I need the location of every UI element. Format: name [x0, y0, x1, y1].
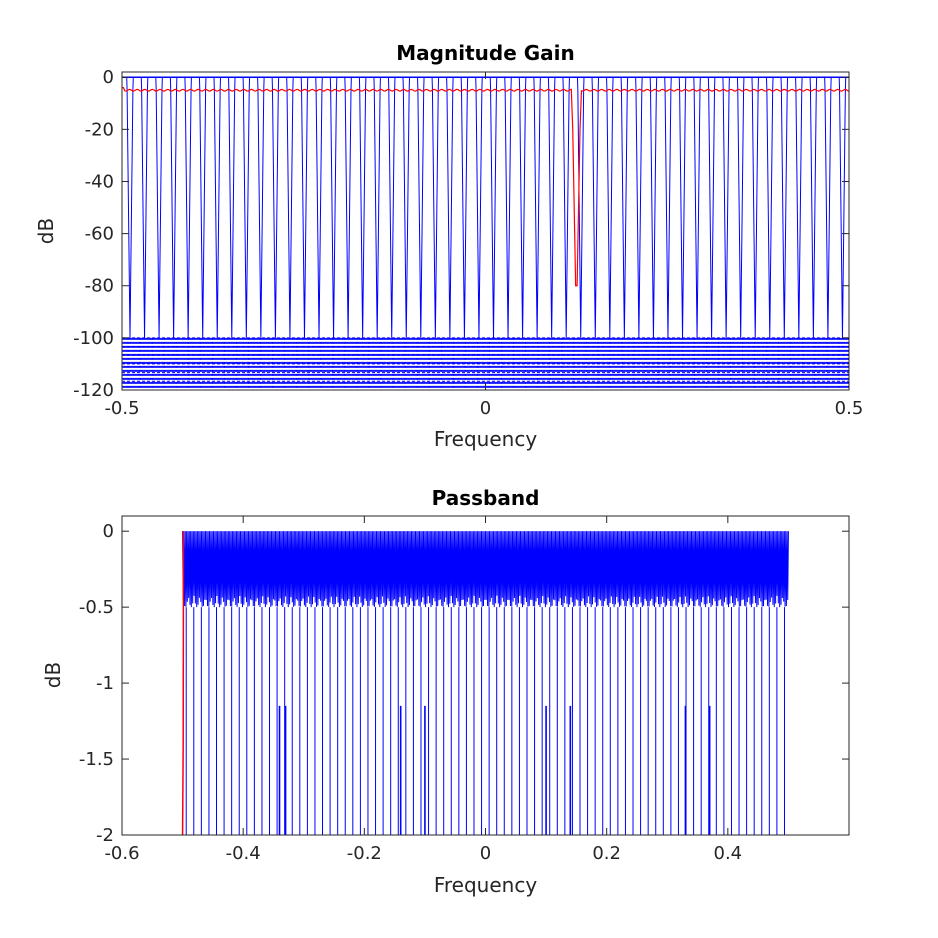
magnitude-gain-title: Magnitude Gain — [396, 41, 574, 65]
passband-xtick-label: -0.6 — [104, 843, 139, 864]
passband-ytick-label: -1.5 — [79, 749, 114, 770]
passband-ticks: -0.6 -0.4 -0.2 0 0.2 0.4 0 -0.5 -1 -1.5 -2 — [79, 516, 849, 864]
passband-ytick-label: -1 — [96, 673, 114, 694]
magnitude-gain-ytick-label: 0 — [103, 67, 114, 88]
magnitude-gain-xlabel: Frequency — [434, 427, 537, 451]
passband-title: Passband — [432, 486, 540, 510]
magnitude-gain-ytick-label: -40 — [85, 171, 114, 192]
passband-xtick-label: -0.2 — [347, 843, 382, 864]
magnitude-gain-ylabel: dB — [34, 218, 58, 244]
magnitude-gain-axes: -0.5 0 0.5 0 -20 -40 -60 -80 -100 -120 Magnitude … — [34, 41, 863, 451]
magnitude-gain-ytick-label: -80 — [85, 276, 114, 297]
magnitude-gain-xtick-label: 0.5 — [835, 398, 864, 419]
magnitude-gain-ytick-label: -20 — [85, 119, 114, 140]
passband-blue-drops — [185, 607, 785, 835]
passband-ytick-label: 0 — [103, 521, 114, 542]
magnitude-gain-xtick-label: -0.5 — [104, 398, 139, 419]
passband-xlabel: Frequency — [434, 873, 537, 897]
magnitude-gain-ytick-label: -60 — [85, 224, 114, 245]
passband-axes: -0.6 -0.4 -0.2 0 0.2 0.4 0 -0.5 -1 -1.5 -2 Passban… — [41, 486, 850, 897]
magnitude-gain-xtick-label: 0 — [480, 398, 491, 419]
magnitude-gain-ticks: -0.5 0 0.5 0 -20 -40 -60 -80 -100 -120 — [73, 67, 863, 419]
magnitude-gain-red-series — [122, 87, 850, 287]
passband-xtick-label: 0.4 — [714, 843, 743, 864]
magnitude-gain-ytick-label: -100 — [73, 328, 114, 349]
passband-ylabel: dB — [41, 662, 65, 688]
passband-traces — [181, 531, 789, 836]
passband-ytick-label: -0.5 — [79, 597, 114, 618]
passband-ytick-label: -2 — [96, 825, 114, 846]
passband-xtick-label: 0 — [480, 843, 491, 864]
magnitude-gain-ytick-label: -120 — [73, 380, 114, 401]
passband-xtick-label: -0.4 — [226, 843, 261, 864]
passband-blue-ripple — [182, 531, 789, 608]
passband-red-series — [181, 531, 185, 836]
passband-xtick-label: 0.2 — [592, 843, 621, 864]
